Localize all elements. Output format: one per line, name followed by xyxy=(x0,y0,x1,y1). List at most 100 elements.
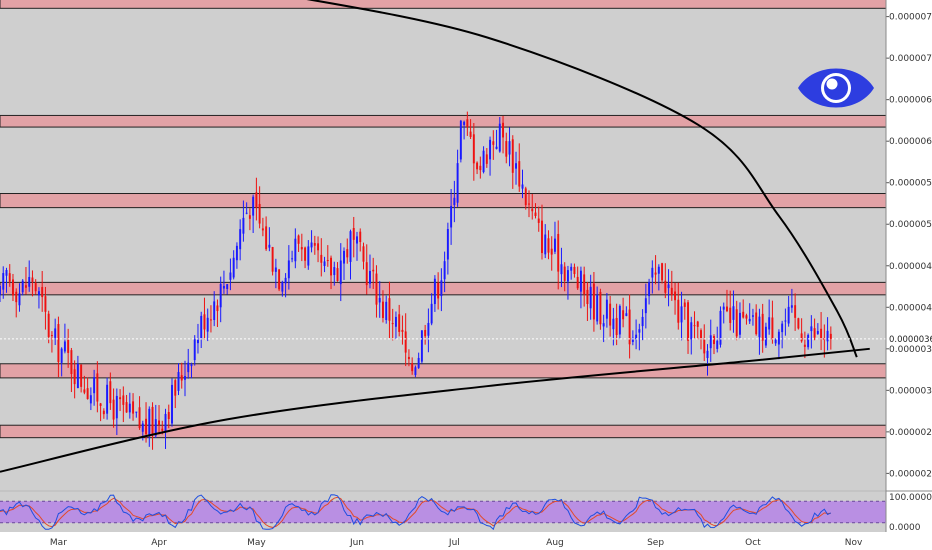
candle xyxy=(485,148,488,168)
candle xyxy=(44,286,47,330)
candle xyxy=(57,316,60,378)
candle xyxy=(605,293,608,328)
eye-icon xyxy=(798,68,874,108)
candle xyxy=(713,334,715,355)
candle xyxy=(433,275,436,312)
candle xyxy=(586,282,589,321)
candle xyxy=(50,331,53,353)
candle xyxy=(547,230,550,260)
month-tick-label: Nov xyxy=(845,538,863,548)
candle xyxy=(592,272,595,332)
candle xyxy=(807,333,810,350)
candle xyxy=(492,130,495,160)
price-tick-label: 0.00000650 xyxy=(889,96,932,106)
candle xyxy=(356,231,358,261)
candle xyxy=(401,315,404,345)
candle xyxy=(24,266,27,295)
zone-5 xyxy=(0,424,887,439)
candle xyxy=(28,260,31,292)
candle xyxy=(407,349,410,367)
month-tick-label: Jul xyxy=(448,538,460,548)
candle xyxy=(628,294,631,359)
month-tick-label: Aug xyxy=(546,538,564,548)
candle xyxy=(184,360,186,397)
candle xyxy=(528,190,530,218)
candle xyxy=(248,208,251,231)
candle xyxy=(670,270,673,301)
candle xyxy=(99,402,102,422)
candle xyxy=(742,299,745,319)
last-price-line: 0.00000362 xyxy=(0,335,932,345)
candle xyxy=(816,323,819,335)
candle xyxy=(132,393,135,421)
candle xyxy=(213,291,216,327)
candle xyxy=(602,314,605,343)
candle xyxy=(18,283,21,312)
trendline-1[interactable] xyxy=(276,0,858,358)
candle xyxy=(96,361,99,413)
candle xyxy=(781,320,784,349)
candle xyxy=(86,377,89,400)
candle xyxy=(274,258,277,289)
candle xyxy=(618,304,621,339)
month-tick-label: Mar xyxy=(50,538,67,548)
price-tick-label: 0.00000450 xyxy=(889,262,932,272)
candle xyxy=(391,308,394,341)
candle xyxy=(813,318,816,341)
zone-2 xyxy=(0,193,887,209)
candle xyxy=(820,312,823,351)
candle xyxy=(784,308,787,336)
candle xyxy=(369,254,371,289)
candle xyxy=(534,203,537,219)
candle xyxy=(255,177,258,221)
candle xyxy=(54,318,57,346)
candle xyxy=(148,406,151,447)
candle xyxy=(755,304,758,336)
candle xyxy=(271,246,274,276)
time-axis xyxy=(0,532,886,550)
candle xyxy=(511,135,514,189)
candle xyxy=(706,344,709,376)
candle xyxy=(326,245,329,267)
candle xyxy=(232,250,235,280)
candle xyxy=(550,236,553,271)
candle xyxy=(151,402,154,450)
candle xyxy=(738,302,741,339)
candle xyxy=(638,323,641,351)
candle xyxy=(336,262,339,282)
candle xyxy=(553,221,556,255)
candle xyxy=(657,264,660,291)
candle xyxy=(476,161,479,175)
candle xyxy=(333,261,336,286)
candle xyxy=(437,272,440,310)
price-tick-label: 0.00000750 xyxy=(889,13,932,23)
candle xyxy=(119,389,122,412)
candle xyxy=(557,220,560,290)
candle xyxy=(599,288,602,330)
candle xyxy=(722,302,725,324)
candle xyxy=(37,287,40,309)
candle xyxy=(93,369,96,406)
candle xyxy=(466,111,469,136)
candle xyxy=(570,263,573,280)
candle xyxy=(125,394,128,413)
candle xyxy=(566,265,569,300)
candle xyxy=(372,257,375,289)
candle xyxy=(31,270,34,297)
candle xyxy=(703,324,706,361)
candle xyxy=(430,293,433,326)
month-tick-label: Oct xyxy=(745,538,761,548)
candle xyxy=(615,303,618,346)
candle xyxy=(128,392,131,419)
candle xyxy=(297,234,300,252)
candle xyxy=(761,303,764,353)
candle xyxy=(560,247,563,288)
candle xyxy=(537,206,540,232)
candle xyxy=(388,281,391,339)
candle xyxy=(472,123,475,181)
trendline-0[interactable] xyxy=(0,347,870,473)
candle xyxy=(171,378,173,427)
candle xyxy=(222,270,225,294)
candle xyxy=(644,283,647,329)
